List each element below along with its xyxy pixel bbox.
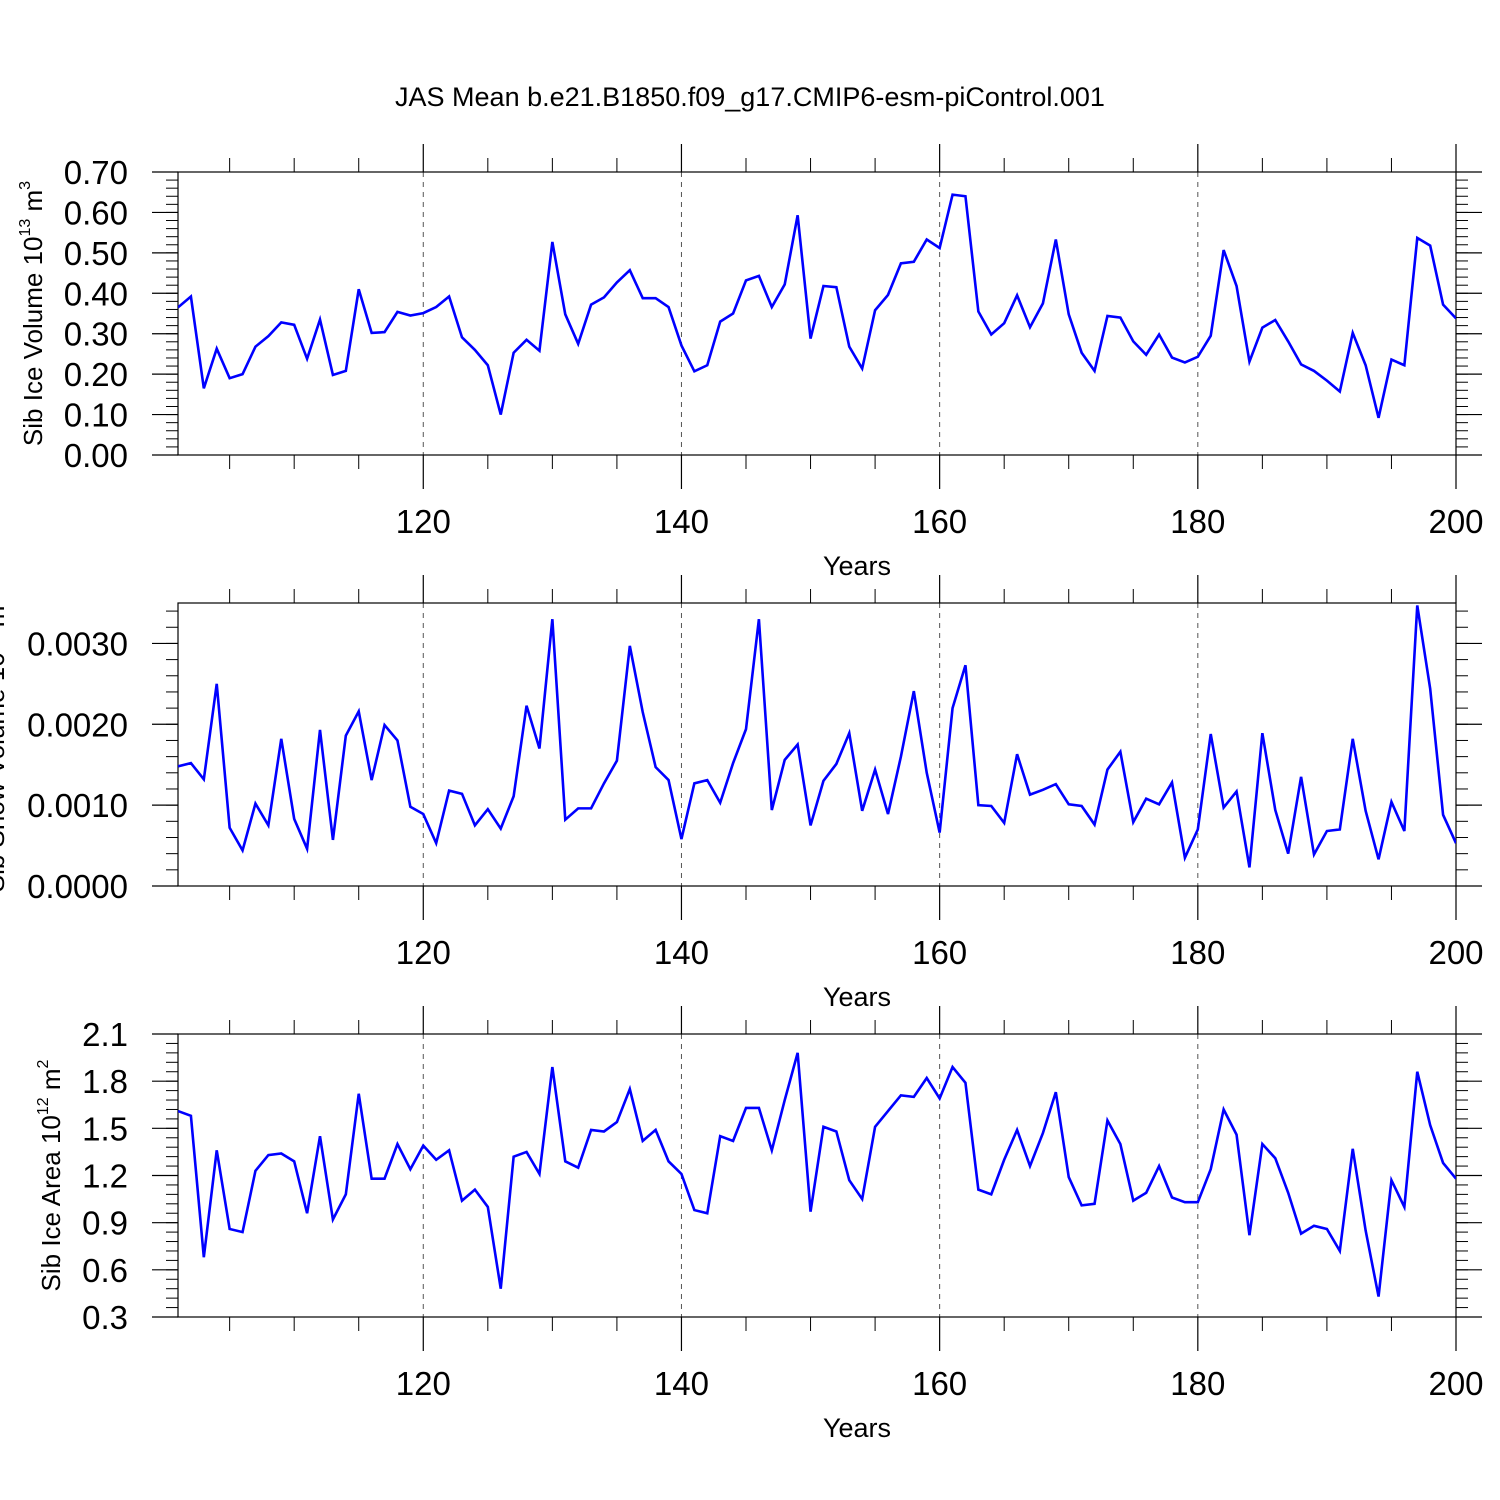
panel-1: 120 140 160 180 200 0.000.10 0.200.30 0.400.50 0…: [17, 144, 1484, 581]
panel-2: 120 140 160 180 200 0.0000 0.0010 0.0020 0.0030 Y…: [0, 575, 1484, 1012]
x-tick-label: 160: [912, 503, 967, 540]
y-axis-label-unit: m: [18, 190, 48, 219]
x-tick-label: 140: [654, 934, 709, 971]
y-axis-label-unit-exponent: 2: [35, 1059, 52, 1068]
y-tick-label: 0.00: [64, 437, 128, 474]
y-tick-label: 0.6: [82, 1252, 128, 1289]
plot-frame: [177, 171, 1457, 456]
y-tick-label: 1.5: [82, 1110, 128, 1147]
x-tick-label: 120: [396, 503, 451, 540]
y-tick-label: 0.0020: [27, 706, 128, 743]
y-tick-label: 0.9: [82, 1205, 128, 1242]
chart-title: JAS Mean b.e21.B1850.f09_g17.CMIP6-esm-p…: [395, 82, 1105, 112]
x-tick-label: 180: [1170, 934, 1225, 971]
y-axis-label: Sib Snow Volume 1013 m3: [0, 597, 10, 893]
y-tick-label: 0.50: [64, 235, 128, 272]
y-axis-label-exponent: 13: [17, 219, 34, 237]
y-tick-label: 1.2: [82, 1158, 128, 1195]
x-tick-label: 120: [396, 1365, 451, 1402]
x-tick-label: 160: [912, 1365, 967, 1402]
x-tick-label: 200: [1428, 503, 1483, 540]
y-axis-label: Sib Ice Volume 1013 m3: [17, 181, 48, 446]
y-axis-label-unit: m: [36, 1068, 66, 1097]
x-tick-label: 120: [396, 934, 451, 971]
y-axis-label-exponent: 12: [35, 1097, 52, 1115]
y-tick-label: 0.3: [82, 1299, 128, 1336]
x-tick-label: 180: [1170, 503, 1225, 540]
y-tick-label: 0.10: [64, 397, 128, 434]
x-tick-label: 180: [1170, 1365, 1225, 1402]
y-tick-label: 0.70: [64, 154, 128, 191]
panel-3: 120 140 160 180 200 0.3 0.6 0.9 1.2 1.5 1.8 2.1 Year…: [35, 1006, 1484, 1443]
x-tick-label: 140: [654, 1365, 709, 1402]
y-tick-label: 0.60: [64, 194, 128, 231]
x-tick-label: 140: [654, 503, 709, 540]
y-axis-label-unit-exponent: 3: [17, 181, 34, 190]
y-tick-label: 1.8: [82, 1063, 128, 1100]
y-axis-label-main: Sib Ice Area 10: [36, 1115, 66, 1291]
y-tick-label: 0.0010: [27, 787, 128, 824]
x-axis-label: Years: [823, 1413, 891, 1443]
y-tick-label: 0.0030: [27, 625, 128, 662]
y-axis-label-main: Sib Snow Volume 10: [0, 652, 10, 892]
y-tick-label: 2.1: [82, 1016, 128, 1053]
y-tick-label: 0.30: [64, 316, 128, 353]
plot-frame: [177, 602, 1457, 887]
y-tick-label: 0.0000: [27, 868, 128, 905]
series-line: [178, 605, 1456, 868]
y-axis-label: Sib Ice Area 1012 m2: [35, 1059, 66, 1291]
x-axis-label: Years: [823, 551, 891, 581]
y-axis-label-main: Sib Ice Volume 10: [18, 237, 48, 447]
x-tick-label: 160: [912, 934, 967, 971]
y-tick-label: 0.40: [64, 275, 128, 312]
y-tick-label: 0.20: [64, 356, 128, 393]
series-line: [178, 193, 1456, 419]
y-axis-label-unit: m: [0, 606, 10, 635]
x-axis-label: Years: [823, 982, 891, 1012]
series-line: [178, 1052, 1456, 1297]
x-tick-label: 200: [1428, 1365, 1483, 1402]
x-tick-label: 200: [1428, 934, 1483, 971]
